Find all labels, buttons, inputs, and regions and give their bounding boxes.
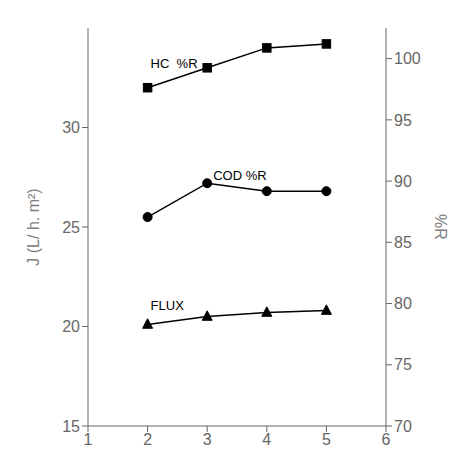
svg-text:80: 80 [394, 295, 412, 312]
svg-text:4: 4 [262, 431, 271, 448]
svg-text:6: 6 [382, 431, 391, 448]
svg-text:FLUX: FLUX [151, 298, 185, 313]
svg-text:95: 95 [394, 112, 412, 129]
svg-text:1: 1 [84, 431, 93, 448]
svg-text:%R: %R [432, 214, 449, 240]
svg-text:90: 90 [394, 173, 412, 190]
svg-text:5: 5 [322, 431, 331, 448]
svg-text:25: 25 [62, 219, 80, 236]
svg-text:3: 3 [203, 431, 212, 448]
svg-text:100: 100 [394, 50, 421, 67]
svg-text:COD %R: COD %R [213, 168, 266, 183]
svg-text:30: 30 [62, 119, 80, 136]
svg-text:85: 85 [394, 234, 412, 251]
svg-text:2: 2 [143, 431, 152, 448]
svg-text:20: 20 [62, 318, 80, 335]
svg-text:70: 70 [394, 418, 412, 435]
svg-text:J (L/ h. m²): J (L/ h. m²) [25, 188, 42, 265]
svg-text:HC %R: HC %R [151, 56, 198, 71]
svg-text:15: 15 [62, 418, 80, 435]
svg-text:75: 75 [394, 356, 412, 373]
